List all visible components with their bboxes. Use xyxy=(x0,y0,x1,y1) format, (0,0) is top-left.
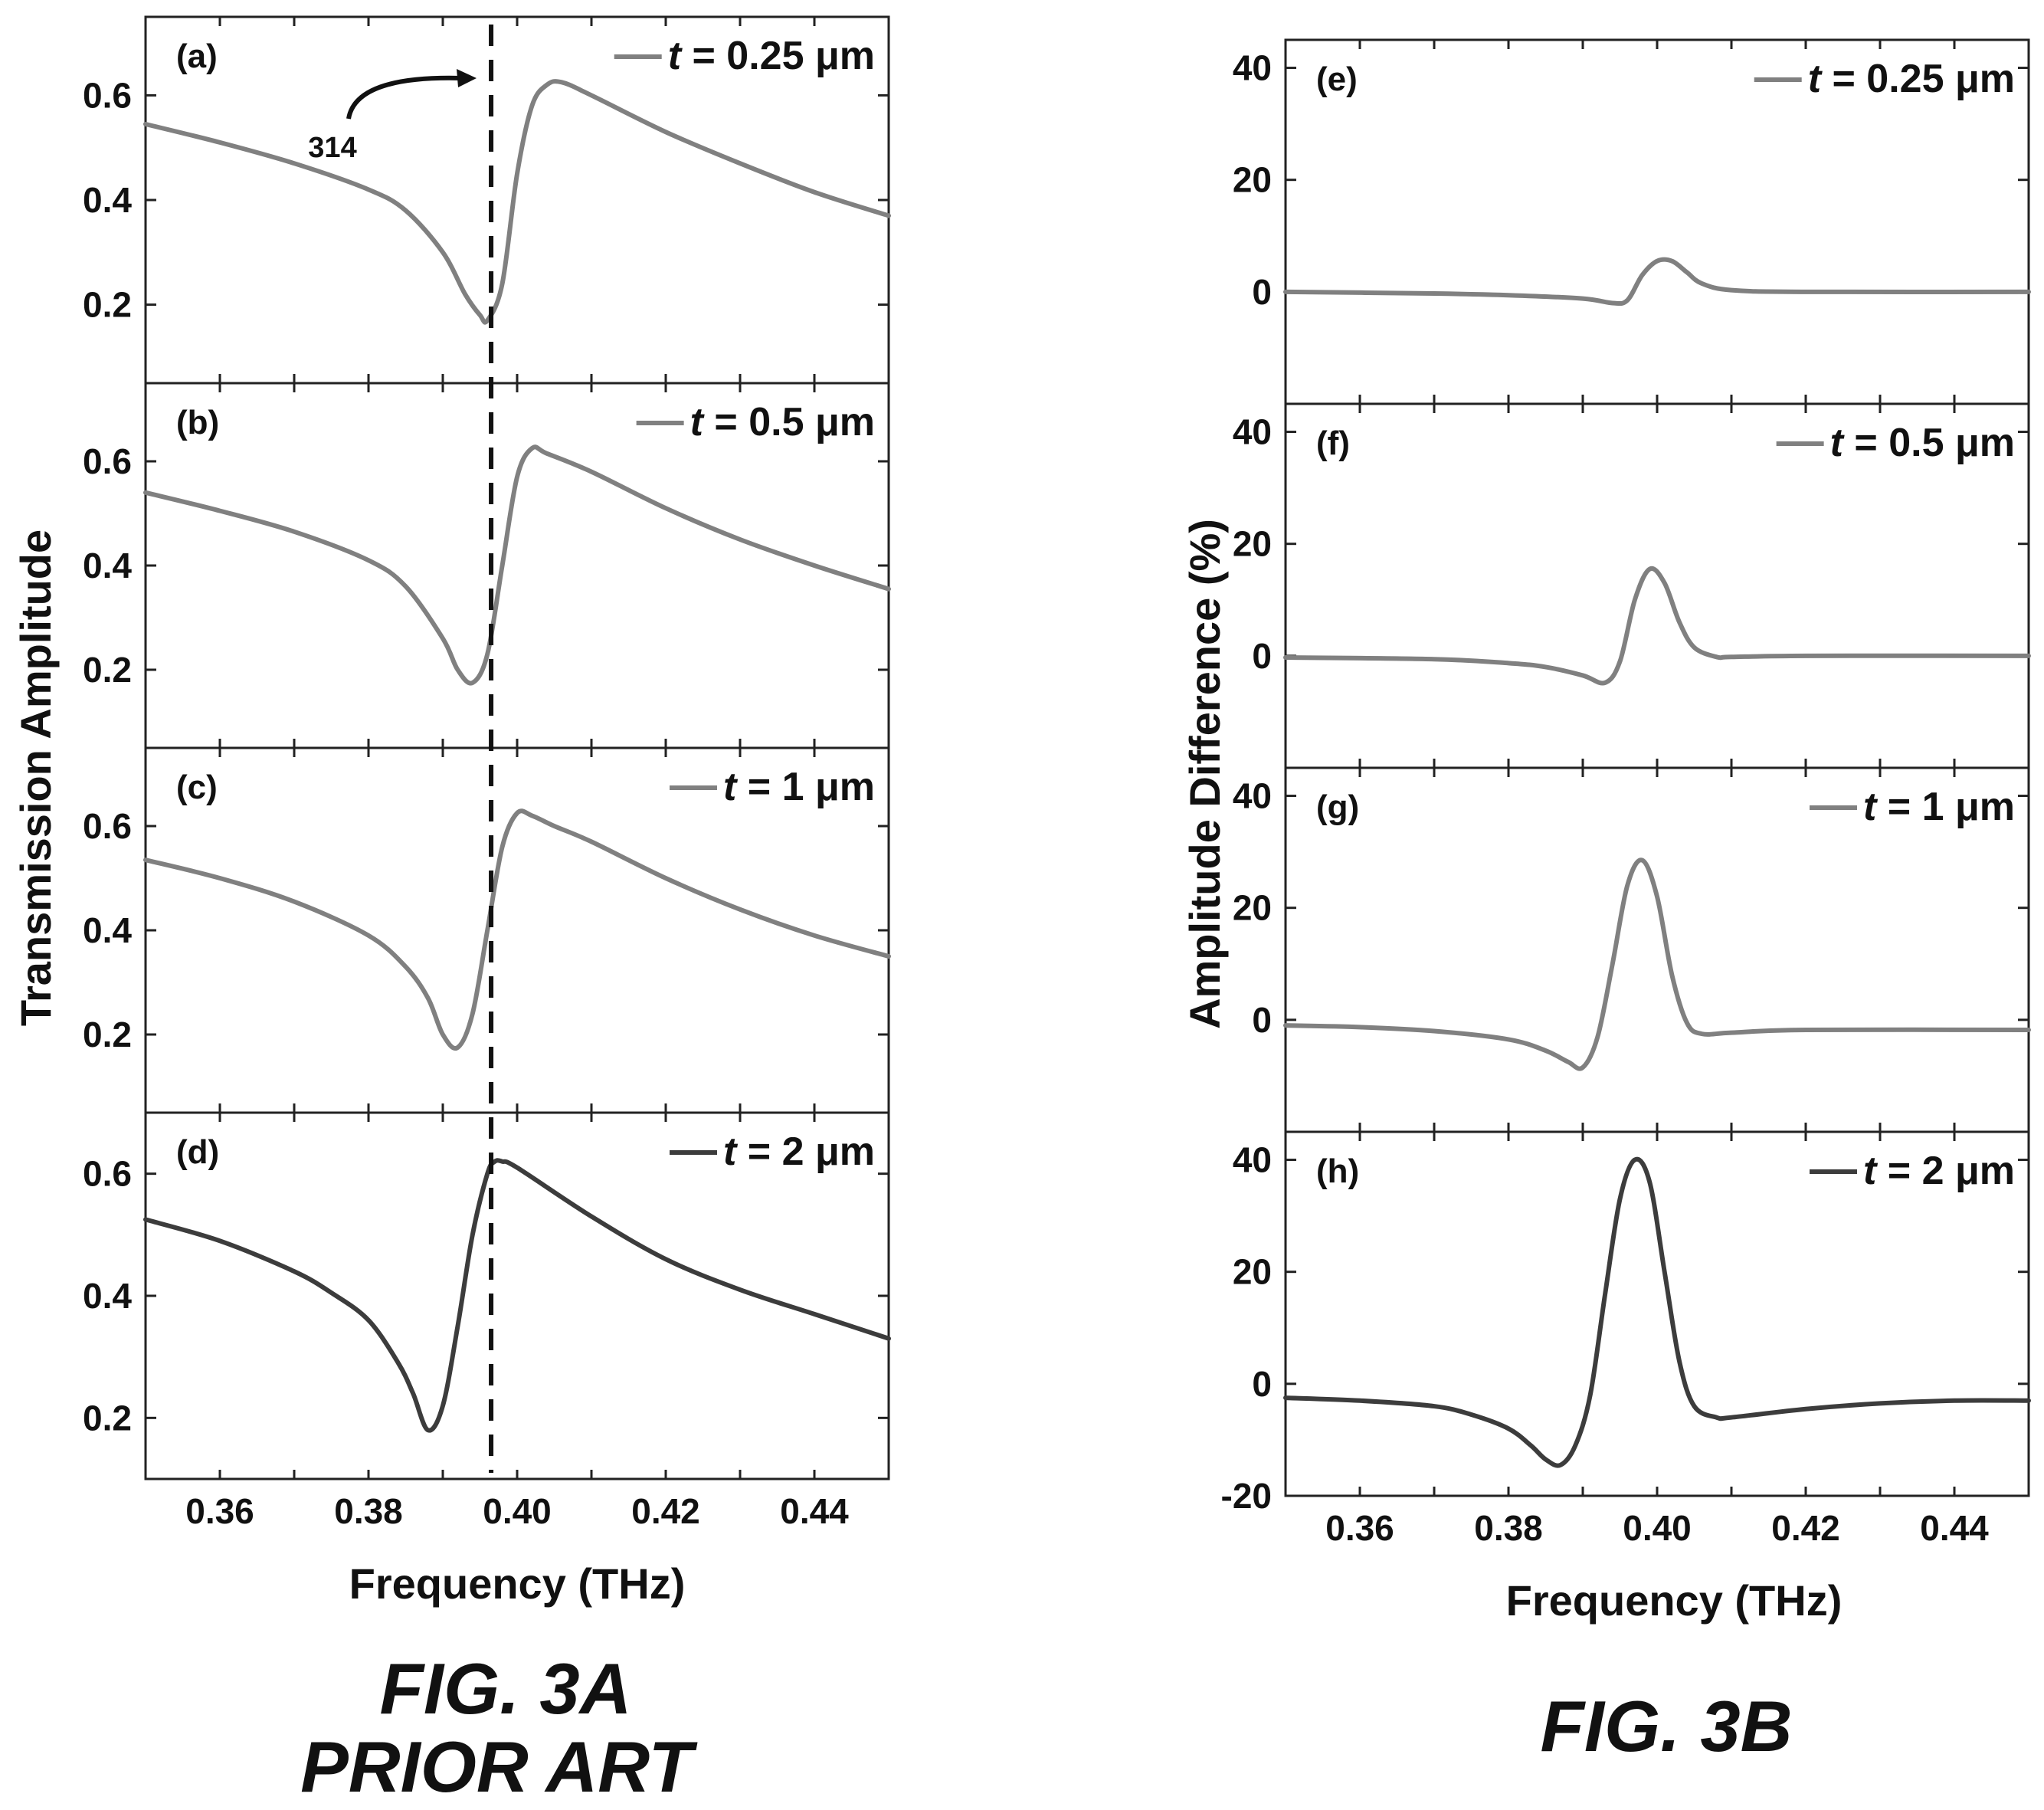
panel-tag-label: (c) xyxy=(176,769,218,806)
legend-variable: t xyxy=(1863,1149,1879,1193)
x-tick-label: 0.42 xyxy=(631,1491,700,1531)
panel-tag-label: (f) xyxy=(1316,425,1350,462)
panel-a: 0.2 0.4 0.6 (a) t = 0.25 μm xyxy=(83,15,891,385)
legend-variable: t xyxy=(1863,785,1879,829)
legend-variable: t xyxy=(723,765,739,809)
legend-variable: t xyxy=(690,400,706,444)
y-tick-label: 0 xyxy=(1252,636,1272,676)
x-tick-label: 0.40 xyxy=(483,1491,552,1531)
legend-label: t = 0.5 μm xyxy=(1830,421,2015,465)
legend-value: = 0.5 μm xyxy=(1843,421,2015,465)
series-line xyxy=(143,444,891,686)
panel-c: 0.2 0.4 0.6 (c) t = 1 μm xyxy=(83,746,891,1114)
panel-g: 0 20 40 (g) t = 1 μm xyxy=(1233,766,2031,1133)
series-line xyxy=(1283,257,2031,307)
panel-tag-label: (e) xyxy=(1316,61,1358,98)
y-tick-label: 40 xyxy=(1233,412,1272,452)
panel-tag-label: (g) xyxy=(1316,789,1359,826)
panel-d: 0.2 0.4 0.6 0.36 0.38 0.40 0.42 0.44 (d) t = 2 μm xyxy=(83,1111,891,1531)
y-tick-label: 0.6 xyxy=(83,441,132,481)
panel-f: 0 20 40 (f) t = 0.5 μm xyxy=(1233,402,2031,769)
panel-b: 0.2 0.4 0.6 (b) t = 0.5 μm xyxy=(83,382,891,749)
y-tick-label: 40 xyxy=(1233,48,1272,88)
legend-value: = 2 μm xyxy=(1876,1149,2015,1193)
legend-value: = 1 μm xyxy=(736,765,875,809)
figure-a-xlabel: Frequency (THz) xyxy=(349,1559,686,1608)
y-tick-label: 0 xyxy=(1252,1364,1272,1404)
y-tick-label: 0 xyxy=(1252,272,1272,312)
series-line xyxy=(143,808,891,1051)
callout-label: 314 xyxy=(308,132,356,164)
figure-a-caption-line1: FIG. 3A xyxy=(379,1648,631,1729)
x-tick-label: 0.44 xyxy=(780,1491,849,1531)
panel-tag-label: (h) xyxy=(1316,1153,1359,1190)
callout-314: 314 xyxy=(308,69,477,164)
y-tick-label: 40 xyxy=(1233,1140,1272,1180)
x-tick-label: 0.42 xyxy=(1771,1508,1840,1548)
y-tick-label: 0.6 xyxy=(83,806,132,846)
x-tick-label: 0.38 xyxy=(1474,1508,1543,1548)
legend-value: = 0.25 μm xyxy=(1821,57,2015,101)
y-tick-label: 20 xyxy=(1233,160,1272,200)
legend-label: t = 2 μm xyxy=(723,1130,875,1174)
x-tick-label: 0.44 xyxy=(1920,1508,1989,1548)
y-tick-label: 0.4 xyxy=(83,910,132,950)
panel-tag-label: (b) xyxy=(176,404,219,441)
legend-value: = 1 μm xyxy=(1876,785,2015,829)
legend-label: t = 0.25 μm xyxy=(668,34,875,78)
figure-b-xlabel: Frequency (THz) xyxy=(1506,1576,1843,1625)
figure-b-ylabel: Amplitude Difference (%) xyxy=(1181,519,1229,1029)
legend-label: t = 1 μm xyxy=(1863,785,2015,829)
x-tick-label: 0.36 xyxy=(1325,1508,1394,1548)
y-tick-label: 0.2 xyxy=(83,1398,132,1438)
figure-b-caption: FIG. 3B xyxy=(1540,1686,1792,1766)
y-tick-label: 0.2 xyxy=(83,285,132,325)
figure-a-ylabel: Transmission Amplitude xyxy=(11,530,60,1026)
legend-label: t = 0.25 μm xyxy=(1808,57,2015,101)
series-line xyxy=(1283,566,2031,686)
figure-3a: Transmission Amplitude Frequency (THz) F… xyxy=(11,530,698,1807)
panel-e: 0 20 40 (e) t = 0.25 μm xyxy=(1233,38,2031,405)
x-tick-label: 0.40 xyxy=(1623,1508,1692,1548)
legend-value: = 0.25 μm xyxy=(681,34,875,78)
legend-variable: t xyxy=(1830,421,1846,465)
y-tick-label: 0 xyxy=(1252,1000,1272,1040)
callout-arrowhead xyxy=(457,69,477,87)
series-line xyxy=(143,79,891,325)
series-line xyxy=(143,1158,891,1433)
y-tick-label: 0.2 xyxy=(83,650,132,690)
series-line xyxy=(1283,857,2031,1071)
panel-h: -20 0 20 40 0.36 0.38 0.40 0.42 0.44 (h) t = 2 μm xyxy=(1221,1130,2031,1548)
y-tick-label: 0.4 xyxy=(83,1276,132,1316)
legend-label: t = 2 μm xyxy=(1863,1149,2015,1193)
y-tick-label: -20 xyxy=(1221,1476,1272,1516)
y-tick-label: 0.6 xyxy=(83,1154,132,1194)
figure-a-caption-line2: PRIOR ART xyxy=(300,1726,698,1807)
x-tick-label: 0.38 xyxy=(334,1491,403,1531)
y-tick-label: 20 xyxy=(1233,524,1272,564)
panel-tag-label: (d) xyxy=(176,1133,219,1171)
legend-variable: t xyxy=(668,34,683,78)
panel-tag-label: (a) xyxy=(176,38,218,75)
legend-label: t = 0.5 μm xyxy=(690,400,875,444)
legend-variable: t xyxy=(1808,57,1823,101)
series-line xyxy=(1283,1156,2031,1468)
y-tick-label: 0.4 xyxy=(83,180,132,220)
x-tick-label: 0.36 xyxy=(185,1491,254,1531)
legend-label: t = 1 μm xyxy=(723,765,875,809)
y-tick-label: 0.4 xyxy=(83,546,132,585)
chart-panels: 0.2 0.4 0.6 (a) t = 0.25 μm 0.2 0.4 0.6 (b) t = 0… xyxy=(83,15,2031,1548)
y-tick-label: 0.6 xyxy=(83,75,132,115)
figure-3b: Amplitude Difference (%) Frequency (THz)… xyxy=(1181,519,1842,1766)
y-tick-label: 40 xyxy=(1233,776,1272,816)
y-tick-label: 20 xyxy=(1233,1252,1272,1292)
y-tick-label: 20 xyxy=(1233,888,1272,928)
legend-value: = 2 μm xyxy=(736,1130,875,1174)
legend-value: = 0.5 μm xyxy=(703,400,875,444)
callout-arrow xyxy=(346,75,462,120)
y-tick-label: 0.2 xyxy=(83,1015,132,1054)
legend-variable: t xyxy=(723,1130,739,1174)
